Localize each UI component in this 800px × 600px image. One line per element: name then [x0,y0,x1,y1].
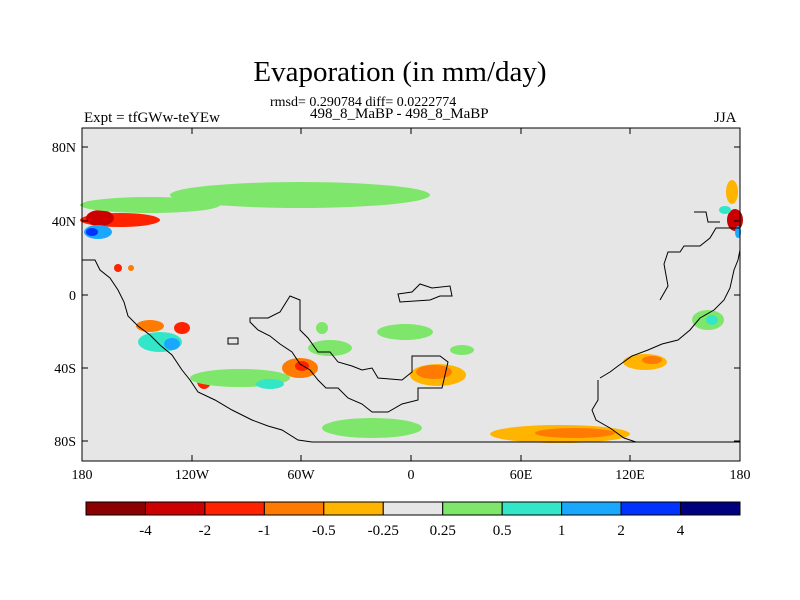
colorbar-labels: -4 -2 -1 -0.5 -0.25 0.25 0.5 1 2 4 [139,523,685,539]
lon-label-120e: 120E [615,468,645,483]
colorbar-swatch [561,501,622,516]
colorbar-label: 0.25 [430,523,456,539]
negative-anomalies [80,180,743,443]
colorbar-label: 4 [677,523,685,539]
colorbar-swatch [263,501,325,516]
colorbar-label: 2 [617,523,625,539]
colorbar-label: -2 [199,523,212,539]
anomaly-sp-blue [164,338,180,350]
anomaly-so-green [322,418,422,438]
colorbar-label: -0.5 [312,523,336,539]
anomaly-nh-band-west [80,197,220,213]
anomaly-nw-navy [86,228,98,236]
coast-africa-east [599,249,741,379]
lon-label-180w: 180 [72,468,93,483]
colorbar-swatch [204,501,265,516]
colorbar-label: 0.5 [493,523,512,539]
colorbar-swatch [144,501,206,516]
lon-label-120w: 120W [175,468,210,483]
anomaly-nh-band [170,182,430,208]
coast-north-america-west [82,259,740,443]
lat-label-40s: 40S [54,362,76,377]
anomaly-se-pacific-core [642,356,662,364]
map-subtitle: rmsd= 0.290784 diff= 0.0222774 [270,95,457,110]
colorbar-swatch [680,501,741,516]
coast-south-america [249,295,449,413]
anomaly-ne-edge [727,209,743,231]
anomaly-sa-west-core [295,361,309,371]
anomaly-ne-cyan [719,206,731,214]
anomaly-s-atlantic-core [416,365,452,379]
anomaly-sw-green [316,322,328,334]
colorbar-label: -4 [139,523,152,539]
colorbar-swatch [382,501,444,516]
lat-label-80s: 80S [54,435,76,450]
anomaly-sp-cyan2 [256,379,284,389]
anomaly-small-1 [114,264,122,272]
coast-africa-south [591,380,637,443]
anomaly-nw-pacific-core [86,210,114,226]
coastlines [82,211,741,443]
case-label: 498_8_MaBP - 498_8_MaBP [310,106,489,122]
lon-label-180e: 180 [730,468,751,483]
coast-island-a [397,283,453,303]
lat-label-0: 0 [69,289,76,304]
colorbar-swatch [85,501,146,516]
coast-eurasia [659,227,740,301]
colorbar-swatch [620,501,682,516]
colorbar-swatch [442,501,503,516]
colorbar-label: 1 [558,523,566,539]
positive-anomalies [80,182,741,438]
coast-ne [694,211,720,223]
colorbar-label: -1 [258,523,271,539]
lon-label-60w: 60W [287,468,315,483]
season-label: JJA [714,110,737,126]
colorbar-label: -0.25 [368,523,399,539]
map-background [82,128,740,461]
colorbar-swatch [501,501,563,516]
colorbar [85,501,741,516]
lat-label-80n: 80N [52,141,76,156]
coast-island-b [227,337,239,345]
anomaly-southern-ocean-core [535,428,615,438]
lon-label-0: 0 [408,468,415,483]
lat-ticks [82,146,740,442]
anomaly-small-2 [128,265,134,271]
anomaly-ep-cyan [706,315,718,325]
lat-label-40n: 40N [52,215,76,230]
anomaly-ne-top [726,180,738,204]
anomaly-mid-green [377,324,433,340]
anomaly-mid-green2 [450,345,474,355]
lon-label-60e: 60E [510,468,533,483]
map-title: Evaporation (in mm/day) [253,56,547,88]
lon-ticks [81,128,741,461]
anomaly-s-pacific-b [174,322,190,334]
experiment-label: Expt = tfGWw-teYEw [84,110,220,126]
anomaly-s-pacific-a [136,320,164,332]
colorbar-swatch [323,501,384,516]
